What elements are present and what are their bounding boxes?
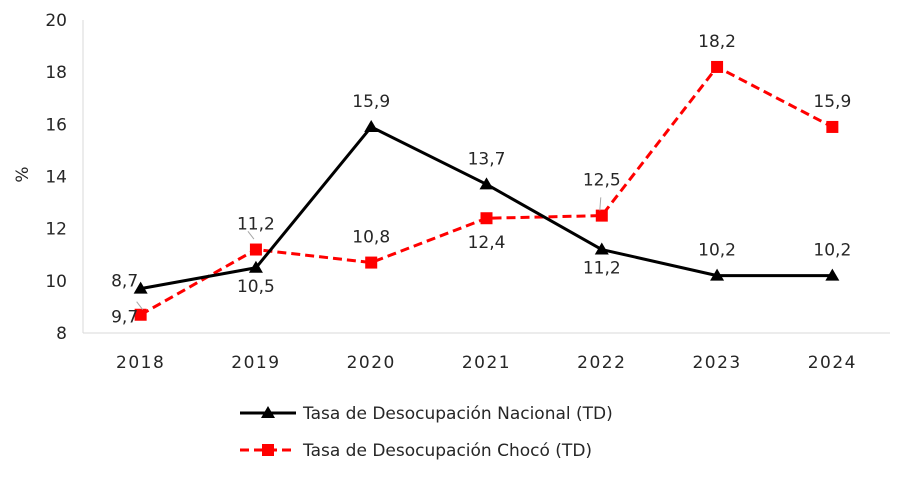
legend: Tasa de Desocupación Nacional (TD) Tasa d… [240, 404, 613, 461]
x-tick-label: 2023 [692, 353, 741, 373]
data-point-nacional [825, 268, 840, 281]
data-point-choco [249, 243, 262, 256]
data-label-choco: 15,9 [813, 92, 851, 112]
data-label-choco: 18,2 [698, 32, 736, 52]
data-label-nacional: 15,9 [352, 92, 390, 112]
data-point-choco [365, 256, 378, 269]
legend-label: Tasa de Desocupación Chocó (TD) [302, 441, 592, 461]
y-tick-label: 16 [45, 115, 67, 135]
y-tick-label: 18 [45, 63, 67, 83]
series-markers [133, 60, 840, 321]
data-point-choco [595, 209, 608, 222]
legend-marker [262, 444, 274, 456]
data-point-nacional [479, 177, 494, 190]
data-point-choco [134, 308, 147, 321]
y-tick-label: 14 [45, 168, 67, 188]
y-axis-title: % [13, 166, 33, 182]
legend-marker [261, 406, 275, 418]
legend-item-nacional: Tasa de Desocupación Nacional (TD) [240, 404, 613, 424]
x-tick-label: 2024 [808, 353, 857, 373]
data-labels: 8,7 10,5 15,9 13,7 11,2 10,2 10,2 9,7 11,2 10,8 12… [111, 32, 851, 328]
x-tick-label: 2022 [577, 353, 626, 373]
data-point-choco [711, 60, 724, 73]
legend-label: Tasa de Desocupación Nacional (TD) [302, 404, 613, 424]
data-point-nacional [364, 119, 379, 132]
data-label-nacional: 10,2 [698, 241, 736, 261]
x-tick-label: 2021 [462, 353, 511, 373]
data-label-nacional: 8,7 [111, 272, 138, 292]
data-label-choco: 9,7 [111, 308, 138, 328]
data-label-nacional: 10,5 [237, 277, 275, 297]
data-point-nacional [248, 260, 263, 273]
data-point-choco [826, 120, 839, 133]
data-point-nacional [594, 242, 609, 255]
y-tick-label: 20 [45, 11, 67, 31]
leader-line [247, 230, 255, 240]
data-label-choco: 12,4 [468, 233, 506, 253]
data-label-choco: 10,8 [352, 228, 390, 248]
data-label-nacional: 10,2 [813, 241, 851, 261]
data-point-nacional [133, 281, 148, 294]
y-tick-label: 10 [45, 272, 67, 292]
leader-line [599, 197, 602, 211]
x-tick-label: 2018 [116, 353, 165, 373]
y-tick-label: 12 [45, 220, 67, 240]
axes: 8 10 12 14 16 18 20% 2018 2019 2020 2021 2022 2023 20… [13, 11, 890, 373]
y-tick-label: 8 [56, 324, 67, 344]
data-label-nacional: 11,2 [583, 259, 621, 279]
x-tick-label: 2019 [231, 353, 280, 373]
data-point-nacional [710, 268, 725, 281]
data-label-choco: 11,2 [237, 215, 275, 235]
x-tick-label: 2020 [347, 353, 396, 373]
legend-item-choco: Tasa de Desocupación Chocó (TD) [240, 441, 592, 461]
data-label-nacional: 13,7 [468, 149, 506, 169]
data-label-choco: 12,5 [583, 171, 621, 191]
data-point-choco [480, 212, 493, 225]
leader-line [136, 301, 144, 310]
